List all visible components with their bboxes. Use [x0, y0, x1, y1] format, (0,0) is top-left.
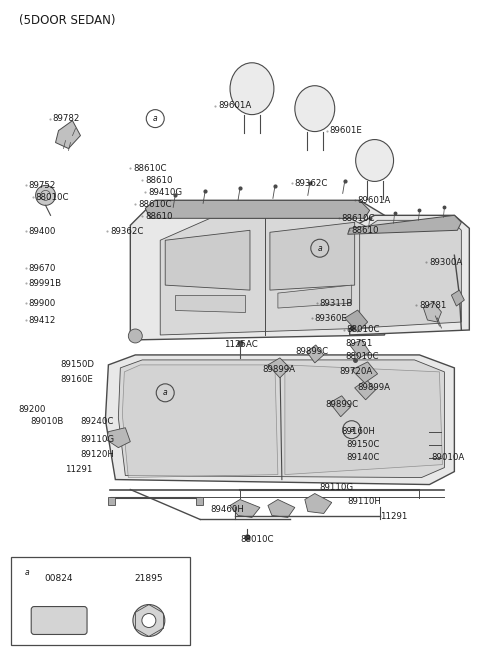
Polygon shape — [305, 493, 332, 514]
Text: 89010A: 89010A — [432, 453, 465, 462]
Polygon shape — [175, 295, 245, 312]
Text: 89900: 89900 — [29, 298, 56, 308]
Text: 11291: 11291 — [65, 465, 93, 474]
Text: 89752: 89752 — [29, 181, 56, 190]
Text: a: a — [24, 568, 29, 577]
Text: 89160H: 89160H — [342, 427, 375, 436]
Text: 89460H: 89460H — [210, 505, 244, 514]
Polygon shape — [348, 215, 461, 234]
Text: 89110G: 89110G — [320, 483, 354, 492]
Polygon shape — [270, 222, 355, 290]
Polygon shape — [360, 220, 461, 328]
Text: 88010C: 88010C — [346, 352, 379, 361]
Polygon shape — [196, 497, 203, 506]
Text: 89300A: 89300A — [430, 258, 463, 267]
Text: 89400: 89400 — [29, 227, 56, 236]
Text: 89360E: 89360E — [315, 314, 348, 323]
Circle shape — [128, 329, 142, 343]
Text: 88610C: 88610C — [138, 200, 172, 209]
Text: 89160E: 89160E — [60, 375, 94, 384]
Text: a: a — [349, 425, 354, 434]
Text: 88610C: 88610C — [342, 214, 375, 223]
Polygon shape — [350, 340, 370, 358]
Text: 88610: 88610 — [352, 226, 379, 235]
Text: 89899C: 89899C — [326, 400, 359, 409]
Polygon shape — [119, 360, 444, 478]
Text: 89311B: 89311B — [320, 298, 353, 308]
Text: 00824: 00824 — [45, 574, 73, 583]
Text: 89010B: 89010B — [31, 417, 64, 426]
Text: (5DOOR SEDAN): (5DOOR SEDAN) — [19, 14, 115, 28]
Polygon shape — [268, 358, 290, 378]
Text: a: a — [153, 114, 157, 123]
FancyBboxPatch shape — [31, 607, 87, 634]
Polygon shape — [122, 365, 278, 478]
Text: 89110G: 89110G — [81, 435, 115, 444]
Polygon shape — [355, 380, 376, 400]
Text: 89601E: 89601E — [330, 126, 362, 135]
Text: 89899A: 89899A — [262, 365, 295, 375]
Text: 88010C: 88010C — [240, 535, 274, 544]
Text: 89751: 89751 — [346, 339, 373, 348]
Polygon shape — [307, 345, 324, 363]
Polygon shape — [423, 302, 442, 322]
Polygon shape — [285, 365, 443, 474]
Text: 89150C: 89150C — [347, 440, 380, 449]
Text: 89200: 89200 — [19, 405, 46, 414]
Text: 89670: 89670 — [29, 264, 56, 273]
Circle shape — [36, 186, 56, 205]
Polygon shape — [268, 499, 295, 518]
Text: 11291: 11291 — [380, 512, 407, 521]
Polygon shape — [345, 310, 368, 332]
Text: 89110H: 89110H — [348, 497, 382, 506]
Polygon shape — [230, 499, 260, 518]
Polygon shape — [451, 290, 464, 306]
Ellipse shape — [356, 140, 394, 182]
Polygon shape — [106, 355, 455, 485]
Text: 89782: 89782 — [52, 114, 80, 123]
Text: 89899C: 89899C — [296, 348, 329, 356]
Text: 89240C: 89240C — [81, 417, 114, 426]
Ellipse shape — [295, 86, 335, 132]
Text: 88010C: 88010C — [347, 325, 380, 335]
Text: 21895: 21895 — [134, 574, 163, 583]
Text: 89362C: 89362C — [110, 227, 144, 236]
Text: 88610: 88610 — [145, 176, 173, 185]
Text: 1125AC: 1125AC — [224, 340, 258, 350]
Text: 89991B: 89991B — [29, 279, 62, 287]
Polygon shape — [145, 200, 370, 218]
Text: 88610C: 88610C — [133, 164, 167, 173]
Text: 89362C: 89362C — [295, 179, 328, 188]
Text: 88610: 88610 — [145, 212, 173, 221]
Ellipse shape — [230, 63, 274, 115]
Text: 89720A: 89720A — [340, 367, 373, 377]
Text: 88010C: 88010C — [36, 193, 69, 202]
Text: a: a — [317, 244, 322, 253]
Text: 89601A: 89601A — [358, 196, 391, 205]
Polygon shape — [108, 497, 115, 506]
Polygon shape — [160, 218, 370, 335]
Text: 89120H: 89120H — [81, 450, 114, 459]
Text: a: a — [163, 388, 168, 398]
Polygon shape — [330, 396, 351, 417]
Text: 89899A: 89899A — [358, 383, 391, 392]
Text: 89601A: 89601A — [218, 101, 252, 110]
Bar — [11, 558, 190, 645]
Text: 89410G: 89410G — [148, 188, 182, 197]
Text: 89140C: 89140C — [347, 453, 380, 462]
Circle shape — [133, 605, 165, 636]
Text: 89781: 89781 — [420, 300, 447, 310]
Polygon shape — [352, 362, 378, 383]
Text: 89150D: 89150D — [60, 360, 95, 369]
Polygon shape — [130, 200, 384, 340]
Circle shape — [142, 613, 156, 628]
Text: 89412: 89412 — [29, 316, 56, 325]
Polygon shape — [107, 428, 130, 447]
Polygon shape — [165, 230, 250, 290]
Polygon shape — [278, 285, 352, 308]
Polygon shape — [350, 215, 469, 335]
Polygon shape — [56, 121, 81, 148]
